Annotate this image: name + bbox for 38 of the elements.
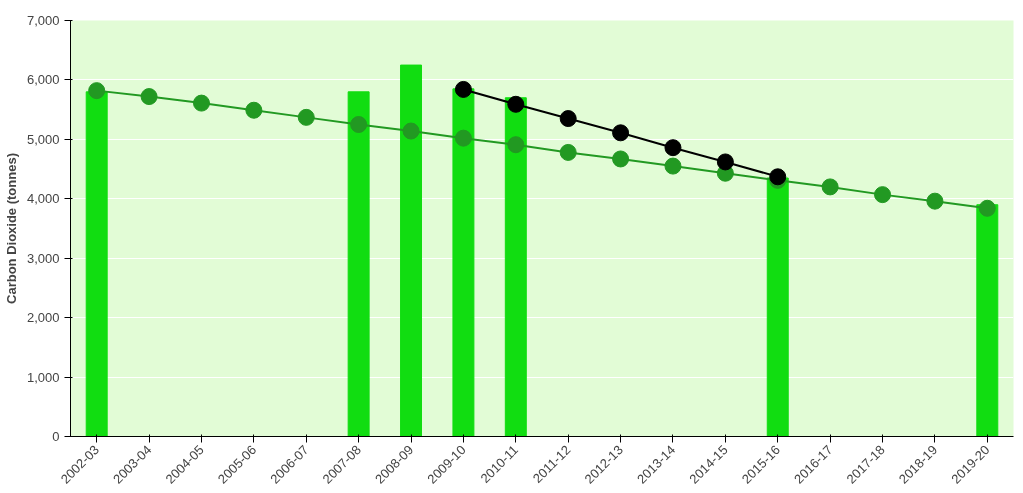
point [926, 192, 944, 210]
bar [347, 91, 370, 437]
bar [504, 97, 527, 437]
point [612, 150, 630, 168]
point [874, 186, 892, 204]
y-tick-label: 6,000 [26, 72, 60, 88]
point [612, 124, 630, 142]
y-tick-label: 5,000 [26, 131, 60, 147]
bar [452, 88, 475, 437]
point [88, 82, 106, 100]
point [192, 94, 210, 112]
point [454, 80, 472, 98]
point [559, 110, 577, 128]
point [978, 199, 996, 217]
y-tick-label: 2,000 [26, 310, 60, 326]
y-axis-title: Carbon Dioxide (tonnes) [3, 153, 19, 304]
bar [400, 64, 423, 437]
point [297, 108, 315, 126]
y-tick-label: 0 [52, 429, 60, 444]
y-tick-label: 7,000 [26, 13, 60, 28]
point [559, 143, 577, 161]
point [454, 129, 472, 147]
point [664, 139, 682, 157]
y-tick-label: 3,000 [26, 250, 60, 266]
bar [976, 204, 999, 437]
point [507, 95, 525, 113]
bar [766, 177, 789, 437]
point [245, 101, 263, 119]
y-tick-label: 4,000 [26, 191, 60, 207]
y-tick-label: 1,000 [26, 369, 60, 385]
point [716, 153, 734, 171]
bar [85, 91, 108, 437]
point [664, 157, 682, 175]
point [350, 116, 368, 133]
point [140, 88, 158, 106]
point [507, 136, 525, 154]
point [402, 122, 420, 140]
point [821, 178, 839, 196]
